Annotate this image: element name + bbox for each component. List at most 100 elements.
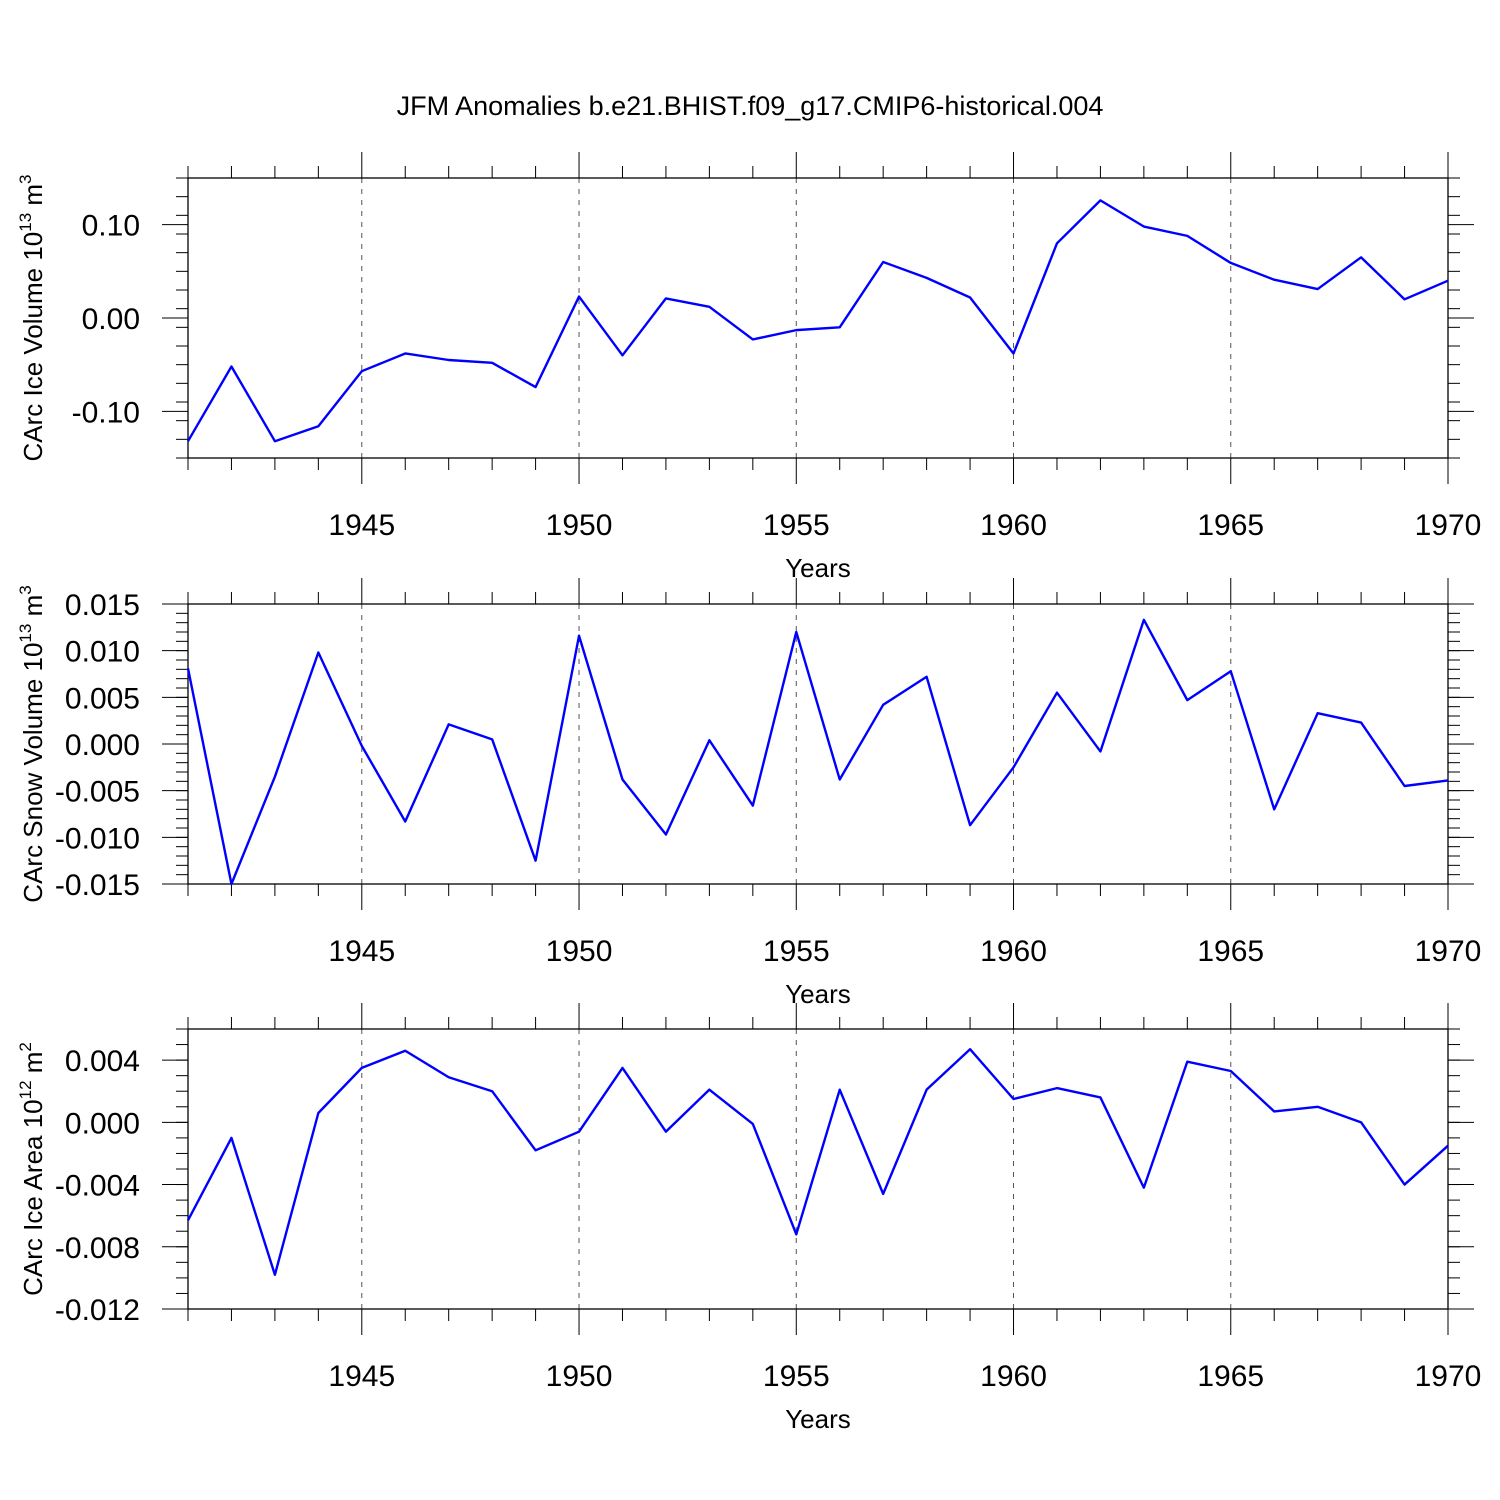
data-point bbox=[1403, 297, 1407, 301]
x-tick-label: 1965 bbox=[1197, 509, 1264, 542]
chart-panel-3: 0.004 0.000 -0.004 -0.008 -0.012 1945 1950 1955… bbox=[16, 1003, 1481, 1434]
y-axis-title-unit: m bbox=[18, 184, 48, 213]
data-point bbox=[360, 369, 364, 373]
y-tick-label: 0.00 bbox=[82, 303, 140, 336]
data-point bbox=[1098, 198, 1102, 202]
data-point bbox=[1446, 279, 1450, 283]
data-point bbox=[1359, 721, 1363, 725]
data-point bbox=[620, 353, 624, 357]
x-tick-label: 1945 bbox=[328, 935, 395, 968]
x-tick-label: 1960 bbox=[980, 1360, 1047, 1393]
y-axis-title-text: CArc Snow Volume 10 bbox=[18, 643, 48, 903]
data-point bbox=[1316, 287, 1320, 291]
y-tick-label: -0.008 bbox=[55, 1232, 140, 1265]
data-point bbox=[620, 1066, 624, 1070]
x-tick-label: 1945 bbox=[328, 1360, 395, 1393]
y-axis-title: CArc Ice Area 1012 m2 bbox=[16, 1042, 48, 1296]
data-point bbox=[1403, 784, 1407, 788]
data-point bbox=[1142, 225, 1146, 229]
data-point bbox=[1142, 1186, 1146, 1190]
data-point bbox=[447, 722, 451, 726]
data-point bbox=[1446, 1144, 1450, 1148]
data-point bbox=[1185, 698, 1189, 702]
data-point bbox=[1359, 1120, 1363, 1124]
x-tick-label: 1960 bbox=[980, 509, 1047, 542]
x-tick-label: 1950 bbox=[546, 509, 613, 542]
chart-panel-2: 0.015 0.010 0.005 0.000 -0.005 -0.010 -0.015 19… bbox=[16, 578, 1481, 1009]
x-axis-title: Years bbox=[785, 979, 851, 1009]
data-point bbox=[794, 328, 798, 332]
data-point bbox=[968, 1047, 972, 1051]
data-point bbox=[968, 295, 972, 299]
data-point bbox=[925, 276, 929, 280]
data-point bbox=[1272, 1109, 1276, 1113]
y-tick-label: -0.010 bbox=[55, 822, 140, 855]
data-point bbox=[1055, 241, 1059, 245]
x-axis-title: Years bbox=[785, 553, 851, 583]
y-tick-label: -0.004 bbox=[55, 1170, 140, 1203]
data-point bbox=[794, 630, 798, 634]
y-axis-title-exp: 13 bbox=[16, 213, 35, 232]
y-tick-label: 0.000 bbox=[65, 1107, 140, 1140]
y-axis-title-unit-exp: 3 bbox=[16, 585, 35, 594]
data-point bbox=[1229, 1069, 1233, 1073]
data-point bbox=[1316, 711, 1320, 715]
x-tick-label: 1970 bbox=[1415, 509, 1482, 542]
data-point bbox=[273, 1273, 277, 1277]
x-tick-label: 1970 bbox=[1415, 1360, 1482, 1393]
data-point bbox=[186, 1218, 190, 1222]
data-point bbox=[316, 651, 320, 655]
data-point bbox=[490, 737, 494, 741]
x-tick-label: 1950 bbox=[546, 935, 613, 968]
y-tick-label: 0.015 bbox=[65, 589, 140, 622]
data-point bbox=[447, 1075, 451, 1079]
data-point bbox=[707, 738, 711, 742]
data-point bbox=[229, 1136, 233, 1140]
data-point bbox=[1098, 749, 1102, 753]
data-point bbox=[1012, 765, 1016, 769]
x-tick-label: 1955 bbox=[763, 509, 830, 542]
data-point bbox=[707, 1088, 711, 1092]
chart-panels: 0.10 0.00 -0.10 1945 1950 1955 1960 1965 1970 Yea… bbox=[16, 152, 1481, 1434]
plot-frame bbox=[187, 177, 1449, 459]
data-point bbox=[751, 337, 755, 341]
data-point bbox=[1359, 255, 1363, 259]
data-point bbox=[360, 744, 364, 748]
series-line bbox=[186, 1048, 1449, 1276]
data-point bbox=[490, 361, 494, 365]
data-point bbox=[1012, 351, 1016, 355]
data-point bbox=[1142, 618, 1146, 622]
data-point bbox=[881, 260, 885, 264]
x-tick-label: 1965 bbox=[1197, 1360, 1264, 1393]
data-point bbox=[881, 1192, 885, 1196]
data-point bbox=[534, 385, 538, 389]
y-axis-title-unit: m bbox=[18, 1052, 48, 1081]
y-tick-label: -0.012 bbox=[55, 1294, 140, 1327]
data-point bbox=[1316, 1105, 1320, 1109]
data-point bbox=[577, 1130, 581, 1134]
data-point bbox=[1185, 1060, 1189, 1064]
data-point bbox=[881, 703, 885, 707]
y-axis-title: CArc Ice Volume 1013 m3 bbox=[16, 174, 48, 461]
x-tick-label: 1955 bbox=[763, 1360, 830, 1393]
data-point bbox=[751, 1122, 755, 1126]
data-point bbox=[1229, 261, 1233, 265]
data-point bbox=[403, 819, 407, 823]
data-point bbox=[838, 1088, 842, 1092]
data-point bbox=[707, 305, 711, 309]
x-tick-label: 1965 bbox=[1197, 935, 1264, 968]
data-point bbox=[1055, 1086, 1059, 1090]
y-axis-title-unit: m bbox=[18, 595, 48, 624]
data-point bbox=[620, 777, 624, 781]
series-line bbox=[186, 618, 1449, 886]
data-point bbox=[1185, 234, 1189, 238]
y-tick-label: 0.005 bbox=[65, 682, 140, 715]
data-point bbox=[1012, 1097, 1016, 1101]
data-point bbox=[838, 777, 842, 781]
data-point bbox=[1446, 778, 1450, 782]
series-line bbox=[186, 199, 1449, 443]
data-point bbox=[403, 351, 407, 355]
y-axis-title-unit-exp: 2 bbox=[16, 1042, 35, 1051]
data-point bbox=[447, 358, 451, 362]
data-point bbox=[490, 1089, 494, 1093]
